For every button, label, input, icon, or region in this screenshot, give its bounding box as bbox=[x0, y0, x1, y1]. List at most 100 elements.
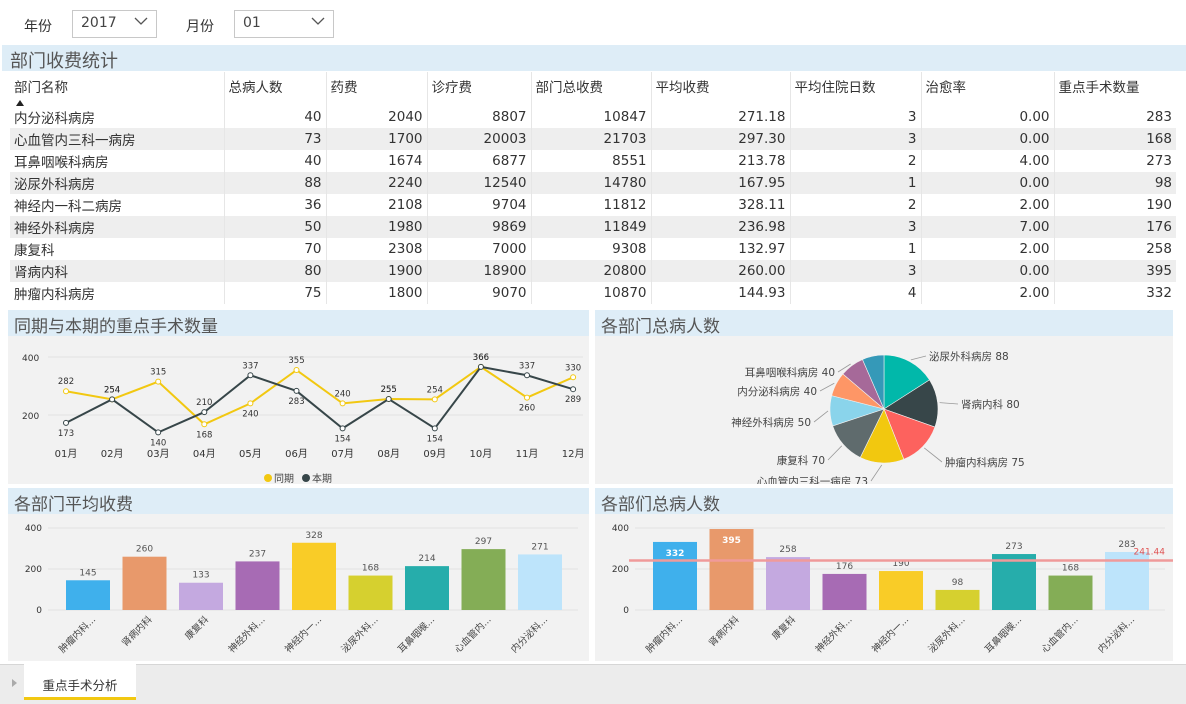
data-point bbox=[247, 372, 254, 379]
data-label: 366 bbox=[473, 353, 489, 363]
table-row[interactable]: 心血管内三科一病房 73 1700 20003 21703 297.30 3 0.00 168 bbox=[10, 128, 1176, 150]
data-label: 260 bbox=[519, 404, 535, 414]
table-row[interactable]: 耳鼻咽喉科病房 40 1674 6877 8551 213.78 2 4.00 273 bbox=[10, 150, 1176, 172]
x-tick-label: 04月 bbox=[193, 448, 216, 460]
pie-label: 康复科 70 bbox=[777, 454, 825, 467]
x-tick-label: 肾病内科 bbox=[119, 613, 155, 649]
table-cell: 9070 bbox=[427, 282, 532, 304]
data-point bbox=[431, 396, 438, 403]
data-point bbox=[477, 363, 484, 370]
bar bbox=[405, 566, 449, 610]
table-cell: 1674 bbox=[326, 150, 428, 172]
table-row[interactable]: 内分泌科病房 40 2040 8807 10847 271.18 3 0.00 283 bbox=[10, 106, 1176, 128]
month-select[interactable]: 01 bbox=[234, 10, 334, 38]
x-tick-label: 07月 bbox=[331, 448, 354, 460]
table-row[interactable]: 泌尿外科病房 88 2240 12540 14780 167.95 1 0.00 98 bbox=[10, 172, 1176, 194]
tab-key-surgery-analysis[interactable]: 重点手术分析 bbox=[24, 664, 136, 700]
avg-fee-title: 各部门平均收费 bbox=[8, 488, 589, 515]
data-label: 255 bbox=[381, 385, 397, 395]
table-cell: 3 bbox=[790, 128, 922, 150]
column-header[interactable]: 治愈率 bbox=[921, 72, 1055, 106]
month-label: 月份 bbox=[186, 19, 214, 35]
table-cell: 395 bbox=[1054, 260, 1176, 282]
column-header-label: 部门总收费 bbox=[535, 80, 604, 96]
bar bbox=[766, 557, 810, 610]
table-cell: 肿瘤内科病房 bbox=[10, 282, 225, 304]
bar bbox=[122, 556, 167, 610]
table-cell: 190 bbox=[1146, 197, 1172, 213]
table-cell: 2.00 bbox=[921, 194, 1055, 216]
column-header-label: 平均收费 bbox=[655, 80, 710, 96]
x-tick-label: 02月 bbox=[101, 448, 124, 460]
x-tick-label: 神经内一... bbox=[869, 614, 911, 656]
data-label: 337 bbox=[242, 361, 258, 371]
table-row[interactable]: 神经内一科二病房 36 2108 9704 11812 328.11 2 2.00 190 bbox=[10, 194, 1176, 216]
table-cell: 73 bbox=[224, 128, 327, 150]
data-label: 289 bbox=[565, 395, 581, 405]
table-cell: 260.00 bbox=[651, 260, 791, 282]
tab-scroll-left-icon[interactable] bbox=[12, 679, 17, 687]
table-cell: 9869 bbox=[427, 216, 532, 238]
column-header[interactable]: 平均住院日数 bbox=[790, 72, 922, 106]
data-label: 315 bbox=[150, 368, 166, 378]
x-tick-label: 09月 bbox=[423, 448, 446, 460]
table-cell: 40 bbox=[224, 106, 327, 128]
legend-label: 本期 bbox=[312, 472, 332, 484]
data-label: 395 bbox=[722, 536, 741, 546]
column-header[interactable]: 总病人数 bbox=[224, 72, 327, 106]
table-cell: 神经外科病房 bbox=[10, 216, 225, 238]
year-select[interactable]: 2017 bbox=[72, 10, 157, 38]
avg-fee-panel: 各部门平均收费 0 200 400 145 肿瘤内科... 260 肾病内科 133 康复科 23… bbox=[8, 488, 589, 661]
data-point bbox=[201, 409, 208, 416]
data-label: 168 bbox=[196, 430, 212, 440]
data-label: 240 bbox=[334, 389, 350, 399]
table-row[interactable]: 肿瘤内科病房 75 1800 9070 10870 144.93 4 2.00 332 bbox=[10, 282, 1176, 304]
bar bbox=[935, 589, 980, 610]
table-row[interactable]: 肾病内科 80 1900 18900 20800 260.00 3 0.00 395 bbox=[10, 260, 1176, 282]
pie-chart-panel: 各部门总病人数 泌尿外科病房 88 肾病内科 80 肿瘤内科病房 75 心血管内三科一… bbox=[595, 310, 1173, 484]
data-label: 260 bbox=[136, 545, 153, 555]
y-tick-label: 0 bbox=[36, 606, 42, 616]
table-cell: 0.00 bbox=[921, 106, 1055, 128]
x-tick-label: 泌尿外科... bbox=[339, 614, 381, 656]
x-tick-label: 10月 bbox=[470, 448, 493, 460]
table-cell: 2.00 bbox=[921, 282, 1055, 304]
table-cell: 11849 bbox=[531, 216, 652, 238]
table-cell: 213.78 bbox=[651, 150, 791, 172]
table-cell: 12540 bbox=[427, 172, 532, 194]
data-label: 168 bbox=[362, 564, 379, 574]
column-header[interactable]: 重点手术数量 bbox=[1054, 72, 1176, 106]
leader-line bbox=[827, 445, 843, 461]
leader-line bbox=[819, 382, 835, 392]
data-label: 173 bbox=[58, 429, 74, 439]
data-label: 133 bbox=[192, 571, 209, 581]
bar bbox=[1048, 575, 1093, 610]
bar bbox=[292, 542, 336, 610]
pie-label: 神经外科病房 50 bbox=[731, 416, 811, 429]
column-header[interactable]: 平均收费 bbox=[651, 72, 791, 106]
x-tick-label: 康复科 bbox=[769, 613, 798, 642]
pie-label: 肿瘤内科病房 75 bbox=[945, 456, 1025, 469]
table-cell: 心血管内三科一病房 bbox=[10, 128, 225, 150]
column-header[interactable]: 诊疗费 bbox=[427, 72, 532, 106]
column-header[interactable]: 部门总收费 bbox=[531, 72, 652, 106]
table-cell: 4 bbox=[790, 282, 922, 304]
table-cell: 297.30 bbox=[651, 128, 791, 150]
table-cell: 0.00 bbox=[921, 128, 1055, 150]
data-label: 154 bbox=[334, 434, 350, 444]
column-header[interactable]: 药费 bbox=[326, 72, 428, 106]
x-tick-label: 康复科 bbox=[182, 613, 211, 642]
table-row[interactable]: 神经外科病房 50 1980 9869 11849 236.98 3 7.00 176 bbox=[10, 216, 1176, 238]
table-cell: 8807 bbox=[427, 106, 532, 128]
table-cell: 20800 bbox=[531, 260, 652, 282]
table-cell: 康复科 bbox=[10, 238, 225, 260]
bar bbox=[822, 573, 867, 610]
bar bbox=[879, 571, 923, 610]
x-tick-label: 神经外科... bbox=[226, 614, 268, 656]
data-label: 283 bbox=[1118, 540, 1135, 550]
pie-chart: 泌尿外科病房 88 肾病内科 80 肿瘤内科病房 75 心血管内三科一病房 73 康复科… bbox=[731, 350, 1025, 484]
column-header[interactable]: 部门名称 bbox=[10, 72, 225, 106]
table-row[interactable]: 康复科 70 2308 7000 9308 132.97 1 2.00 258 bbox=[10, 238, 1176, 260]
x-tick-label: 心血管内... bbox=[1039, 614, 1081, 656]
y-tick-label: 400 bbox=[25, 524, 42, 534]
